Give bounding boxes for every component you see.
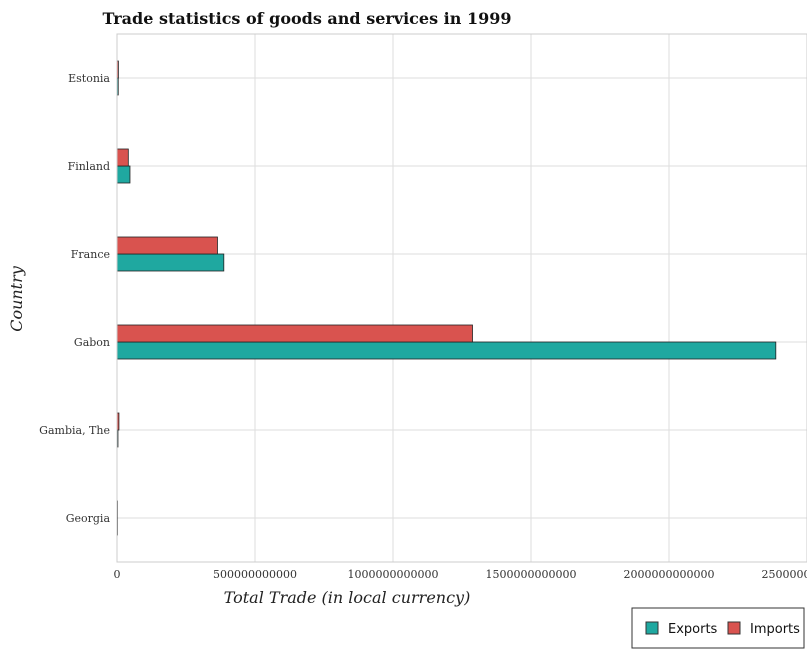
bar-imports-finland: [116, 148, 129, 167]
y-tick-label: Gambia, The: [39, 424, 110, 437]
y-tick-labels: Estonia Finland France Gabon Gambia, The Geor…: [39, 72, 110, 525]
plot-background: [117, 34, 807, 562]
legend-swatch-imports: [727, 621, 741, 635]
y-tick-label: Georgia: [66, 512, 111, 525]
legend: Exports Imports: [631, 607, 805, 649]
x-tick-labels: 0 500000000000 1000000000000 1500000000000 2…: [114, 568, 807, 581]
x-tick-label: 0: [114, 568, 121, 581]
x-tick-label: 2000000000000: [624, 568, 715, 581]
legend-box: [631, 607, 805, 649]
chart-title: Trade statistics of goods and services i…: [103, 9, 512, 28]
legend-swatch-exports: [645, 621, 659, 635]
y-axis-label: Country: [7, 265, 26, 332]
bar-exports-finland: [116, 165, 131, 184]
x-tick-label: 1000000000000: [348, 568, 439, 581]
x-axis-label: Total Trade (in local currency): [224, 588, 471, 607]
legend-label-exports: Exports: [668, 622, 718, 637]
plot-area: [116, 33, 807, 563]
bar-imports-france: [116, 236, 218, 255]
y-tick-label: France: [71, 248, 110, 261]
legend-label-imports: Imports: [750, 622, 800, 637]
y-tick-label: Estonia: [68, 72, 110, 85]
bar-exports-france: [116, 253, 225, 272]
y-tick-label: Finland: [68, 160, 110, 173]
x-tick-label: 500000000000: [213, 568, 297, 581]
x-tick-label: 2500000000000: [762, 568, 807, 581]
bars-group: [116, 60, 777, 536]
y-tick-label: Gabon: [74, 336, 110, 349]
x-tick-label: 1500000000000: [486, 568, 577, 581]
bar-imports-gabon: [116, 324, 473, 343]
plot-frame: [116, 33, 807, 563]
bar-exports-gabon: [116, 341, 777, 360]
